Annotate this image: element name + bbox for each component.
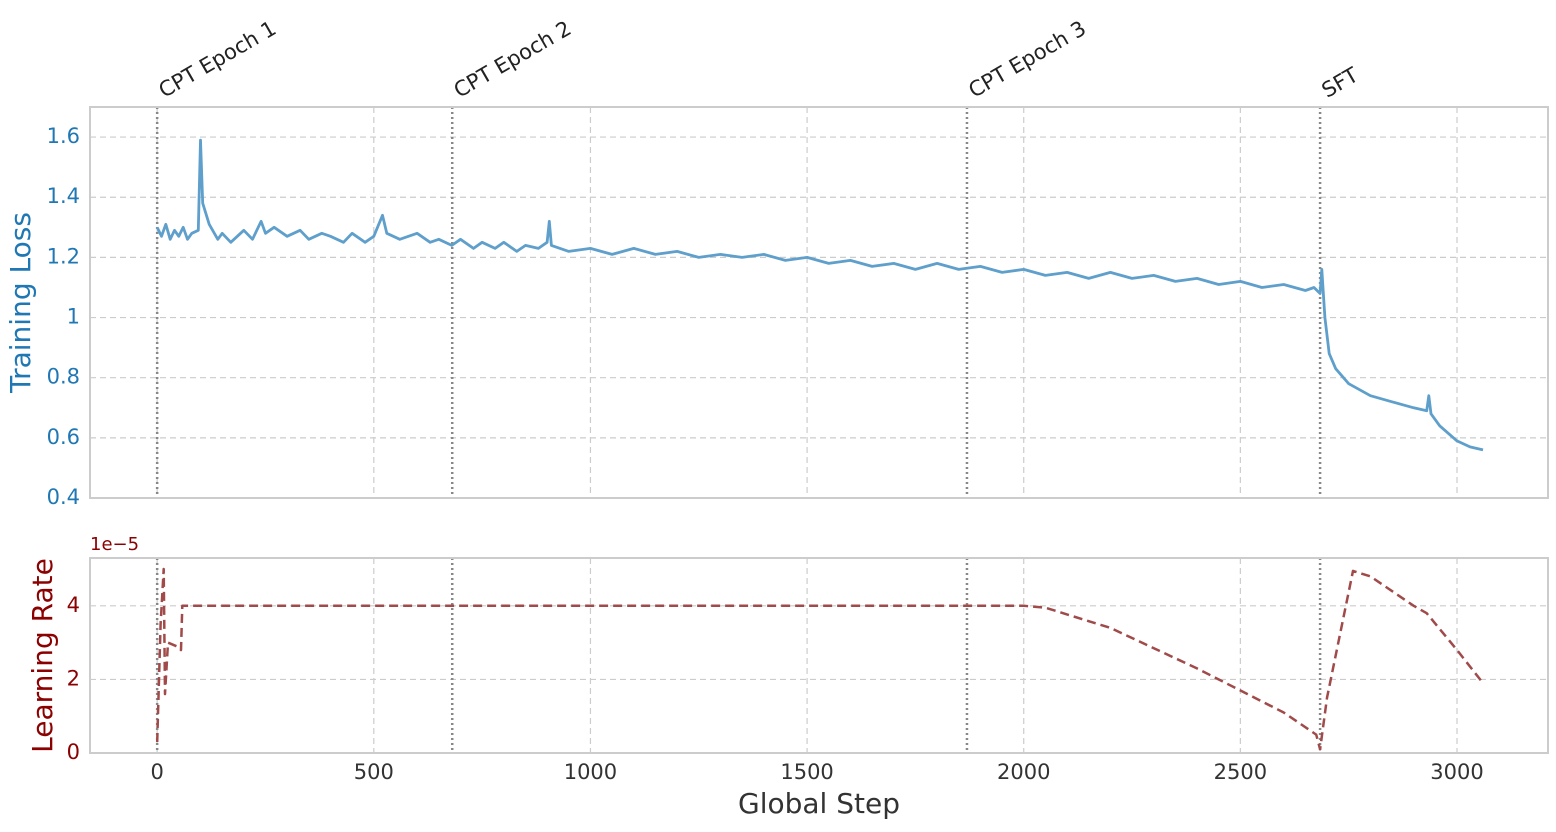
x-tick-label: 3000: [1430, 760, 1483, 784]
y-tick-label: 0.6: [47, 425, 80, 449]
y-tick-label: 4: [67, 593, 80, 617]
x-tick-label: 1500: [780, 760, 833, 784]
y-tick-label: 0.8: [47, 365, 80, 389]
x-axis-label: Global Step: [738, 787, 900, 820]
x-tick-label: 1000: [564, 760, 617, 784]
y-tick-label: 0: [67, 740, 80, 764]
x-tick-label: 2500: [1214, 760, 1267, 784]
y-axis-label: Training Loss: [4, 212, 37, 394]
y-tick-label: 0.4: [47, 485, 80, 509]
y-tick-label: 1.2: [47, 244, 80, 268]
phase-label: CPT Epoch 1: [155, 16, 281, 102]
x-tick-label: 500: [354, 760, 394, 784]
x-tick-label: 2000: [997, 760, 1050, 784]
x-tick-label: 0: [150, 760, 163, 784]
y-tick-label: 2: [67, 666, 80, 690]
series-line: [155, 567, 1484, 751]
plot-frame: [89, 557, 1549, 754]
phase-label: CPT Epoch 3: [964, 16, 1090, 102]
series-line: [155, 138, 1484, 452]
y-tick-label: 1.4: [47, 184, 80, 208]
offset-label: 1e−5: [90, 534, 139, 555]
y-axis-label: Learning Rate: [26, 558, 59, 753]
phase-label: SFT: [1318, 63, 1363, 103]
y-tick-label: 1.6: [47, 124, 80, 148]
phase-label: CPT Epoch 2: [450, 16, 576, 102]
plot-frame: [89, 106, 1549, 499]
y-tick-label: 1: [67, 305, 80, 329]
